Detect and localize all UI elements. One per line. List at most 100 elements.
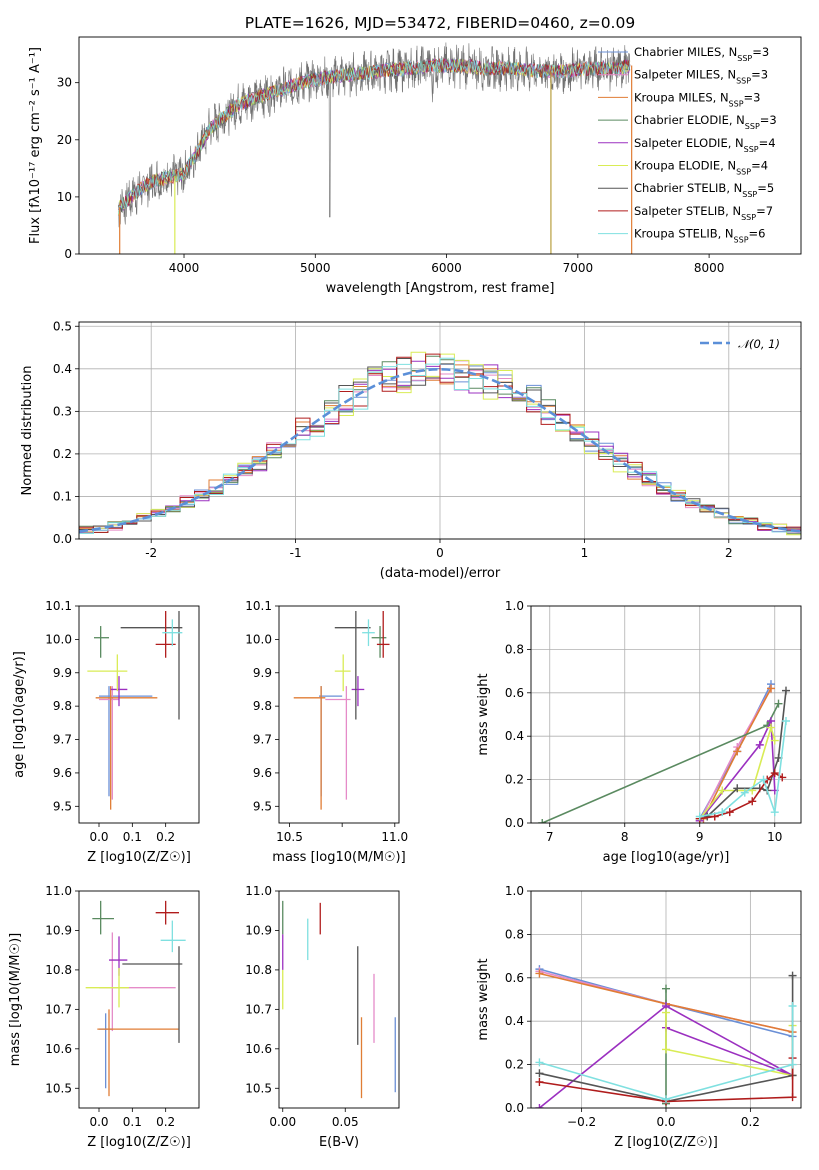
x-tick-label: 8 bbox=[621, 830, 629, 844]
y-tick-label: 10.0 bbox=[245, 632, 272, 646]
weight-marker bbox=[788, 971, 797, 980]
weight-marker bbox=[662, 1095, 670, 1104]
y-tick-label: 0.6 bbox=[505, 971, 524, 985]
weight-marker bbox=[535, 969, 544, 978]
x-tick-label: 10 bbox=[767, 830, 782, 844]
y-tick-label: 0.8 bbox=[505, 927, 524, 941]
axes-frame bbox=[278, 890, 400, 1109]
weight-marker bbox=[755, 740, 764, 749]
weight-marker bbox=[535, 1069, 544, 1078]
axes-frame bbox=[78, 605, 200, 824]
weight-marker bbox=[662, 984, 670, 993]
x-axis-label: age [log10(age/yr)] bbox=[603, 850, 730, 865]
axes-frame bbox=[530, 890, 802, 1109]
legend-label: Kroupa ELODIE, NSSP=4 bbox=[634, 159, 768, 177]
y-tick-label: 9.7 bbox=[253, 733, 272, 747]
errorbar-group bbox=[293, 611, 390, 810]
y-axis-label: Flux [fλ10⁻¹⁷ erg cm⁻² s⁻¹ A⁻¹] bbox=[28, 47, 43, 244]
weight-marker bbox=[740, 788, 749, 797]
axes-1: 4000 5000 6000 7000 8000 0 10 20 30 wavelength [A… bbox=[28, 47, 724, 296]
x-tick-label: 8000 bbox=[694, 261, 725, 275]
y-tick-label: 0 bbox=[64, 247, 72, 261]
axes-frame bbox=[78, 321, 802, 540]
weight-line bbox=[539, 1058, 794, 1103]
weight-marker bbox=[788, 1093, 797, 1102]
y-tick-label: 10.9 bbox=[245, 923, 272, 937]
x-tick-label: 2 bbox=[725, 546, 733, 560]
y-tick-label: 10.7 bbox=[45, 1002, 72, 1016]
legend-label: Chabrier STELIB, NSSP=5 bbox=[634, 181, 774, 199]
x-tick-label: 6000 bbox=[431, 261, 462, 275]
legend-label: Chabrier ELODIE, NSSP=3 bbox=[634, 113, 777, 131]
y-tick-label: 10.6 bbox=[45, 1042, 72, 1056]
y-tick-label: 11.0 bbox=[245, 884, 272, 898]
weight-marker bbox=[782, 717, 790, 726]
weight-marker bbox=[759, 775, 768, 784]
axes-5: 7 8 9 10 0.0 0.2 0.4 0.6 0.8 1.0 age [log10(age/yr… bbox=[476, 599, 801, 865]
weight-marker bbox=[770, 808, 779, 817]
weight-marker bbox=[733, 784, 742, 793]
x-tick-label: 0.1 bbox=[123, 830, 142, 844]
x-tick-label: 0.2 bbox=[741, 1115, 760, 1129]
y-tick-label: 9.8 bbox=[53, 699, 72, 713]
y-tick-label: 10.6 bbox=[245, 1042, 272, 1056]
weight-marker bbox=[725, 808, 734, 817]
y-tick-label: 10 bbox=[57, 190, 72, 204]
errorbar-group bbox=[87, 611, 183, 810]
x-tick-label: 7 bbox=[546, 830, 554, 844]
x-axis-label: (data-model)/error bbox=[380, 566, 501, 581]
y-tick-label: 0.5 bbox=[53, 319, 72, 333]
gaussian-curve bbox=[79, 367, 801, 533]
legend-label: Kroupa MILES, NSSP=3 bbox=[634, 90, 760, 108]
weight-marker bbox=[767, 684, 775, 693]
weight-marker bbox=[770, 769, 779, 778]
x-tick-label: 7000 bbox=[563, 261, 594, 275]
x-tick-label: 0.05 bbox=[332, 1115, 359, 1129]
y-tick-label: 0.4 bbox=[53, 362, 72, 376]
legend: Chabrier MILES, NSSP=3 Salpeter MILES, NS… bbox=[598, 45, 777, 244]
axes-6: 0.0 0.1 0.2 10.5 10.6 10.7 10.8 10.9 11.0 Z [log1… bbox=[8, 884, 191, 1150]
errorbar-group bbox=[85, 900, 186, 1097]
weight-line bbox=[699, 720, 776, 822]
legend-label: Salpeter STELIB, NSSP=7 bbox=[634, 204, 773, 222]
weight-marker bbox=[662, 1008, 670, 1017]
y-tick-label: 10.8 bbox=[245, 963, 272, 977]
y-tick-label: 10.5 bbox=[245, 1081, 272, 1095]
x-tick-label: 5000 bbox=[300, 261, 331, 275]
y-tick-label: 9.5 bbox=[53, 799, 72, 813]
y-tick-label: 10.8 bbox=[45, 963, 72, 977]
axes-8: −0.2 0.0 0.2 0.0 0.2 0.4 0.6 0.8 1.0 Z [log10(Z/Z… bbox=[476, 884, 801, 1150]
weight-marker bbox=[767, 723, 775, 732]
x-axis-label: Z [log10(Z/Z☉)] bbox=[87, 850, 191, 865]
y-tick-label: 9.9 bbox=[53, 666, 72, 680]
x-tick-label: 0 bbox=[436, 546, 444, 560]
x-axis-label: Z [log10(Z/Z☉)] bbox=[87, 1135, 191, 1150]
y-axis-label: age [log10(age/yr)] bbox=[12, 651, 27, 778]
axes-frame bbox=[530, 605, 802, 824]
weight-marker bbox=[748, 797, 757, 806]
x-tick-label: 0.2 bbox=[156, 830, 175, 844]
weight-marker bbox=[718, 808, 727, 817]
y-tick-label: 0.3 bbox=[53, 404, 72, 418]
y-tick-label: 10.5 bbox=[45, 1081, 72, 1095]
y-tick-label: 9.9 bbox=[253, 666, 272, 680]
axes-7: 0.00 0.05 10.5 10.6 10.7 10.8 10.9 11.0 E(B-V) bbox=[245, 884, 359, 1150]
y-axis-label: mass weight bbox=[476, 673, 491, 755]
legend-label: Chabrier MILES, NSSP=3 bbox=[634, 45, 769, 63]
axes-frame bbox=[78, 36, 802, 255]
y-axis-label: Normed distribution bbox=[20, 366, 35, 496]
x-tick-label: 11.0 bbox=[381, 830, 408, 844]
y-tick-label: 0.4 bbox=[505, 1014, 524, 1028]
x-tick-label: -1 bbox=[290, 546, 302, 560]
x-axis-label: E(B-V) bbox=[319, 1135, 359, 1150]
x-tick-label: −0.2 bbox=[567, 1115, 596, 1129]
spectrum-model-line bbox=[118, 58, 631, 213]
y-axis-label: mass weight bbox=[476, 958, 491, 1040]
x-tick-label: 0.0 bbox=[89, 830, 108, 844]
weight-marker bbox=[774, 699, 783, 708]
chart-title: PLATE=1626, MJD=53472, FIBERID=0460, z=0… bbox=[245, 14, 635, 32]
legend-label: Salpeter ELODIE, NSSP=4 bbox=[634, 136, 776, 154]
spectrum-group bbox=[118, 42, 633, 254]
y-tick-label: 1.0 bbox=[505, 884, 524, 898]
weight-marker bbox=[535, 1104, 544, 1108]
